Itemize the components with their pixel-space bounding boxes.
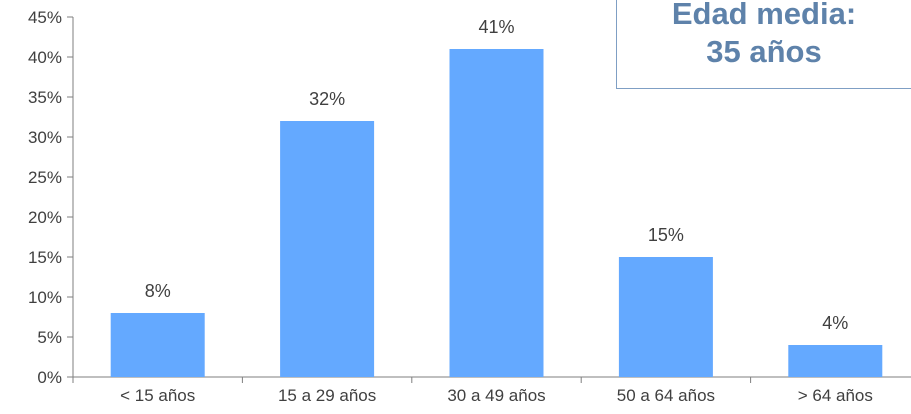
data-label: 4% [822,313,848,333]
callout-line-1: Edad media: [671,0,857,31]
y-tick-label: 15% [28,248,62,267]
y-axis: 0% 5% 10% 15% 20% 25% 30% 35% 40% 45% [28,8,74,387]
y-tick-label: 5% [37,328,62,347]
data-label: 8% [145,281,171,301]
y-tick-label: 30% [28,128,62,147]
x-axis: < 15 años 15 a 29 años 30 a 49 años 50 a 64… [72,376,911,405]
y-tick-label: 40% [28,48,62,67]
bar [449,49,544,377]
x-tick-label: 15 a 29 años [278,386,376,405]
x-tick-label: 30 a 49 años [447,386,545,405]
bar [110,313,205,377]
y-tick-label: 35% [28,88,62,107]
x-tick-label: > 64 años [798,386,873,405]
x-tick-label: < 15 años [120,386,195,405]
bar [618,257,713,377]
y-tick-label: 10% [28,288,62,307]
y-tick-label: 45% [28,8,62,27]
y-tick-label: 25% [28,168,62,187]
bars [110,49,883,377]
y-tick-label: 0% [37,368,62,387]
data-label: 41% [478,17,514,37]
y-tick-label: 20% [28,208,62,227]
data-label: 32% [309,89,345,109]
x-tick-label: 50 a 64 años [617,386,715,405]
bar [788,345,883,377]
average-age-callout: Edad media: 35 años [616,0,911,89]
data-labels: 8% 32% 41% 15% 4% [145,17,849,333]
bar [280,121,375,377]
data-label: 15% [648,225,684,245]
callout-line-2: 35 años [706,34,822,69]
